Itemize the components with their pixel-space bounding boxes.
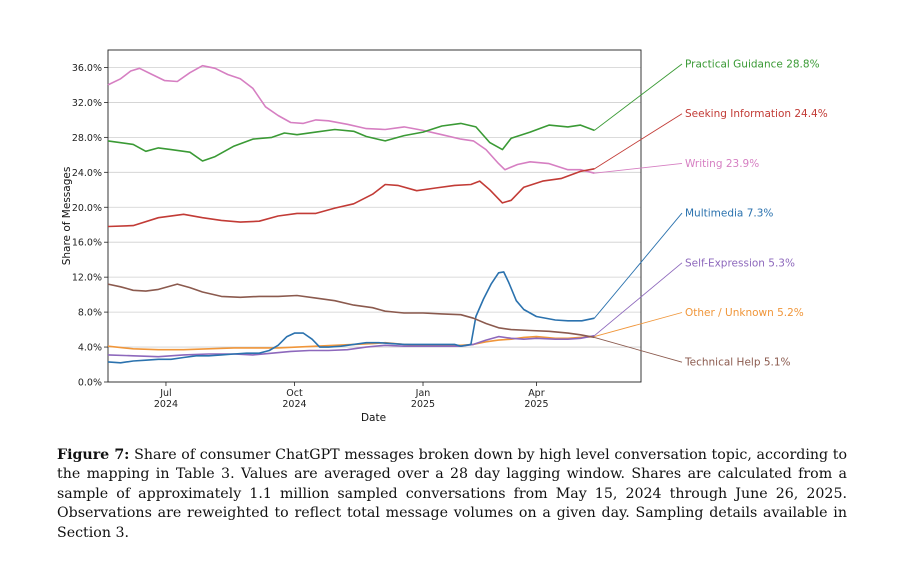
- legend-label-self-expression: Self-Expression 5.3%: [685, 257, 795, 269]
- legend-label-technical-help: Technical Help 5.1%: [684, 357, 791, 369]
- legend-label-writing: Writing 23.9%: [685, 158, 759, 170]
- x-tick-year: 2025: [524, 399, 548, 410]
- y-tick-label: 12.0%: [72, 273, 102, 284]
- legend-label-multimedia: Multimedia 7.3%: [685, 208, 773, 220]
- legend-label-practical-guidance: Practical Guidance 28.8%: [685, 59, 820, 71]
- series-line-seeking-information: [107, 168, 595, 228]
- plot-frame: [107, 49, 642, 383]
- figure-caption: Figure 7: Share of consumer ChatGPT mess…: [57, 446, 847, 543]
- x-tick-label: Jul: [159, 388, 171, 399]
- y-tick-label: 36.0%: [72, 63, 102, 74]
- series-line-writing: [107, 64, 595, 174]
- legend-connector-other-unknown: [594, 312, 683, 338]
- series-line-multimedia: [107, 271, 595, 364]
- legend-connector-seeking-information: [594, 113, 683, 170]
- x-tick-label: Jan: [415, 388, 431, 399]
- x-axis-label: Date: [361, 412, 386, 424]
- figure-label: Figure 7:: [57, 447, 130, 463]
- x-tick-year: 2024: [282, 399, 306, 410]
- y-tick-label: 20.0%: [72, 203, 102, 214]
- legend-label-seeking-information: Seeking Information 24.4%: [685, 108, 828, 120]
- y-tick-label: 4.0%: [78, 343, 102, 354]
- series-line-practical-guidance: [107, 122, 595, 162]
- legend-connector-multimedia: [594, 212, 683, 319]
- y-tick-label: 8.0%: [78, 308, 102, 319]
- x-tick-year: 2025: [411, 399, 435, 410]
- y-tick-label: 24.0%: [72, 168, 102, 179]
- x-tick-year: 2024: [154, 399, 178, 410]
- y-axis-label: Share of Messages: [61, 167, 73, 266]
- legend-connector-self-expression: [594, 262, 683, 337]
- x-tick-label: Oct: [286, 388, 303, 399]
- caption-text: Share of consumer ChatGPT messages broke…: [57, 447, 848, 541]
- y-tick-label: 28.0%: [72, 133, 102, 144]
- topic-share-chart: 0.0% 4.0% 8.0% 12.0% 16.0% 20.0% 24.0% 28.0% 32.…: [61, 49, 828, 424]
- y-tick-label: 32.0%: [72, 98, 102, 109]
- series-line-self-expression: [107, 334, 595, 358]
- legend-label-other-unknown: Other / Unknown 5.2%: [685, 307, 804, 319]
- y-tick-label: 16.0%: [72, 238, 102, 249]
- x-tick-label: Apr: [528, 388, 545, 399]
- series-line-technical-help: [107, 283, 595, 339]
- legend-connector-practical-guidance: [594, 63, 683, 131]
- legend-connector-technical-help: [594, 337, 683, 363]
- y-tick-label: 0.0%: [78, 378, 102, 389]
- legend-connector-writing: [594, 162, 683, 174]
